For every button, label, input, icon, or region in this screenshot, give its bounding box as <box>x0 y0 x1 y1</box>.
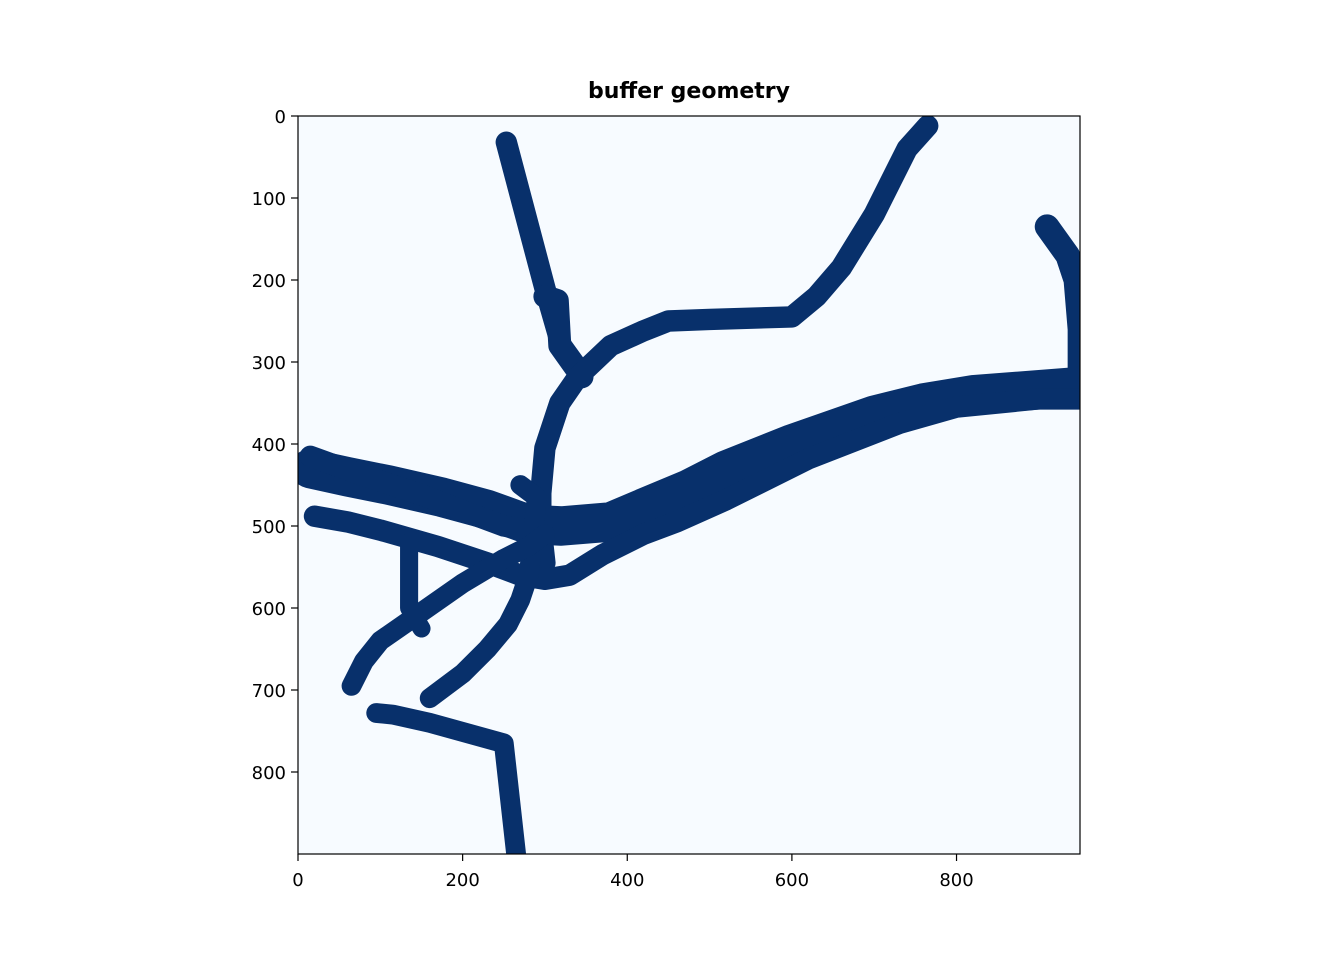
chart-title: buffer geometry <box>588 79 790 104</box>
x-tick-label: 600 <box>775 870 809 891</box>
x-tick-label: 200 <box>445 870 479 891</box>
y-tick-label: 300 <box>252 353 286 374</box>
buffer-path-11 <box>366 703 526 854</box>
buffer-path-8 <box>419 475 547 709</box>
y-tick-label: 800 <box>252 763 286 784</box>
y-tick-label: 700 <box>252 681 286 702</box>
y-tick-label: 400 <box>252 435 286 456</box>
buffer-path-10 <box>400 533 431 638</box>
x-tick-label: 400 <box>610 870 644 891</box>
y-tick-label: 0 <box>275 107 286 128</box>
plot-frame <box>297 115 1081 855</box>
y-tick-label: 500 <box>252 517 286 538</box>
buffer-path-9 <box>341 524 555 696</box>
buffer-path-7 <box>299 445 540 541</box>
buffer-path-6 <box>303 388 1080 590</box>
y-tick-label: 600 <box>252 599 286 620</box>
buffer-path-4 <box>1034 214 1080 408</box>
y-tick-label: 200 <box>252 271 286 292</box>
buffer-path-2 <box>533 284 594 389</box>
x-axis: 0 200 400 600 800 <box>292 854 974 891</box>
x-tick-label: 800 <box>939 870 973 891</box>
x-tick-label: 0 <box>292 870 303 891</box>
y-tick-label: 100 <box>252 189 286 210</box>
buffer-path-3 <box>530 116 939 574</box>
buffer-paths-layer <box>298 116 1080 854</box>
y-axis: 0 100 200 300 400 500 600 700 800 <box>252 107 298 784</box>
